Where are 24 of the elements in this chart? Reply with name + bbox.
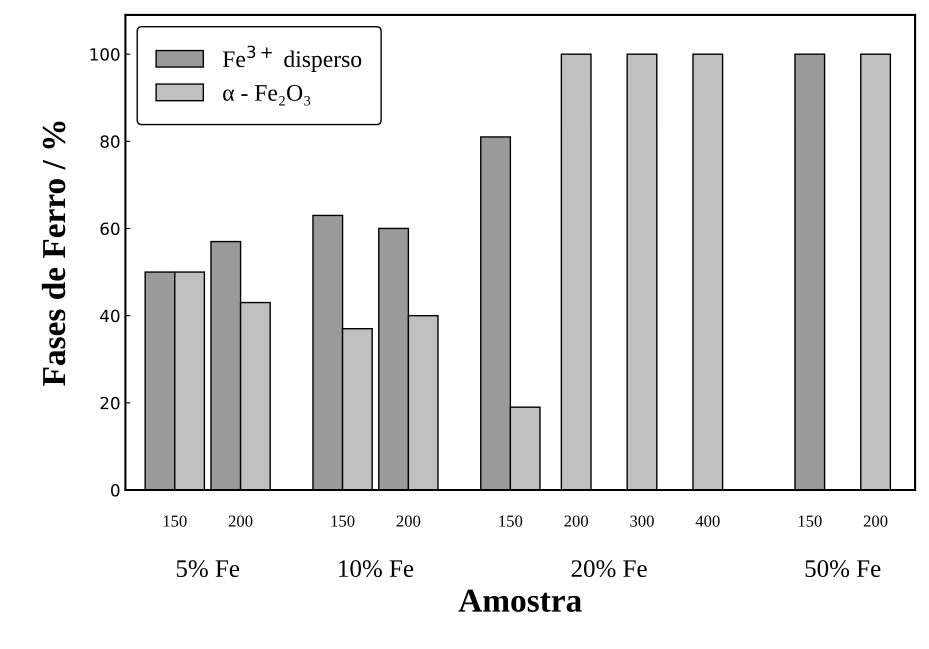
y-tick-label: 0 xyxy=(111,484,120,497)
text: 10% Fe xyxy=(339,560,414,578)
x-tick-label: 150 xyxy=(332,515,354,527)
text: 20% Fe xyxy=(572,560,647,578)
x-tick-label: 400 xyxy=(696,515,720,527)
x-tick-label: 150 xyxy=(798,515,822,527)
y-axis-title: Fases de Ferro / % xyxy=(42,122,66,386)
text: 5% Fe xyxy=(176,560,240,578)
y-tick-label: 100 xyxy=(90,48,120,61)
legend-label: Fe$^{3+}$ disperso xyxy=(222,46,362,72)
x-tick-label: 150 xyxy=(164,515,187,527)
legend-label: α - Fe₂O₃ xyxy=(223,85,310,106)
x-tick-label: 300 xyxy=(630,515,654,527)
x-tick-label: 150 xyxy=(499,515,522,527)
x-tick-label: 200 xyxy=(396,515,420,527)
y-tick-label: 80 xyxy=(100,135,120,148)
x-axis-title: Amostra xyxy=(458,590,582,612)
text: 50% Fe xyxy=(806,560,880,578)
x-tick-label: 200 xyxy=(864,515,888,527)
x-tick-label: 200 xyxy=(228,515,252,527)
x-tick-label: 200 xyxy=(564,515,588,527)
y-tick-label: 20 xyxy=(100,396,120,410)
y-tick-label: 40 xyxy=(100,310,120,322)
y-tick-label: 60 xyxy=(100,222,120,236)
